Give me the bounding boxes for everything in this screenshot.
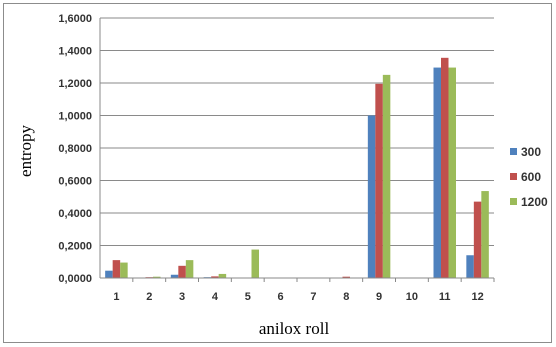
bar-1200-3 [185,260,194,278]
legend-label-600: 600 [521,170,541,184]
y-tick-label: 0,6000 [58,176,92,188]
y-tick-label: 1,2000 [58,78,92,90]
y-tick-label: 1,0000 [58,111,92,123]
legend-swatch-300 [510,148,517,155]
y-tick-label: 1,6000 [58,13,92,25]
bar-600-3 [178,265,186,278]
bar-1200-5 [251,249,259,278]
bar-1200-12 [481,191,489,278]
x-tick-label: 7 [310,291,316,303]
chart-frame: 0,0000 0,2000 0,4000 0,6000 0,8000 1,0000 1,20… [3,3,552,343]
entropy-bar-chart: 0,0000 0,2000 0,4000 0,6000 0,8000 1,0000 1,20… [16,13,548,338]
legend-swatch-600 [510,173,517,180]
x-tick-label: 5 [245,291,251,303]
y-tick-label: 0,4000 [58,208,92,220]
bar-300-3 [170,274,179,278]
y-tick-label: 0,0000 [58,273,92,285]
x-tick-label: 10 [406,291,418,303]
gridlines [100,17,494,246]
bar-1200-9 [382,74,391,278]
x-axis-title: anilox roll [259,319,330,338]
legend-label-300: 300 [521,145,541,159]
x-tick-label: 6 [278,291,284,303]
legend: 300 600 1200 [510,145,548,209]
legend-label-1200: 1200 [521,195,548,209]
bar-300-11 [433,67,441,278]
x-tick-label: 4 [212,291,219,303]
bar-1200-2 [153,276,161,278]
bar-1200-4 [218,273,227,278]
y-tick-label: 0,2000 [58,241,92,253]
bar-1200-1 [120,262,128,278]
bar-600-12 [473,201,482,278]
bar-300-12 [466,255,474,278]
x-tick-label: 2 [146,291,152,303]
bar-600-8 [342,276,350,278]
bar-600-4 [211,276,219,278]
bar-300-1 [105,270,113,278]
bar-600-11 [441,57,449,278]
y-tick-label: 1,4000 [58,46,92,58]
bar-600-9 [375,83,383,278]
x-tick-label: 8 [343,291,349,303]
bar-1200-11 [448,67,456,278]
y-tick-label: 0,8000 [58,143,92,155]
x-tick-label: 11 [439,291,451,303]
bar-300-9 [367,115,376,278]
y-tick-labels: 0,0000 0,2000 0,4000 0,6000 0,8000 1,0000 1,20… [58,13,92,285]
legend-swatch-1200 [510,198,517,205]
bars [105,57,489,278]
bar-600-1 [112,260,121,278]
x-tick-labels: 1 2 3 4 5 6 7 8 9 10 11 12 [113,278,495,303]
x-tick-label: 1 [113,291,119,303]
x-tick-label: 12 [471,291,483,303]
x-tick-label: 9 [376,291,382,303]
y-axis-title: entropy [16,125,35,177]
x-tick-label: 3 [179,291,185,303]
